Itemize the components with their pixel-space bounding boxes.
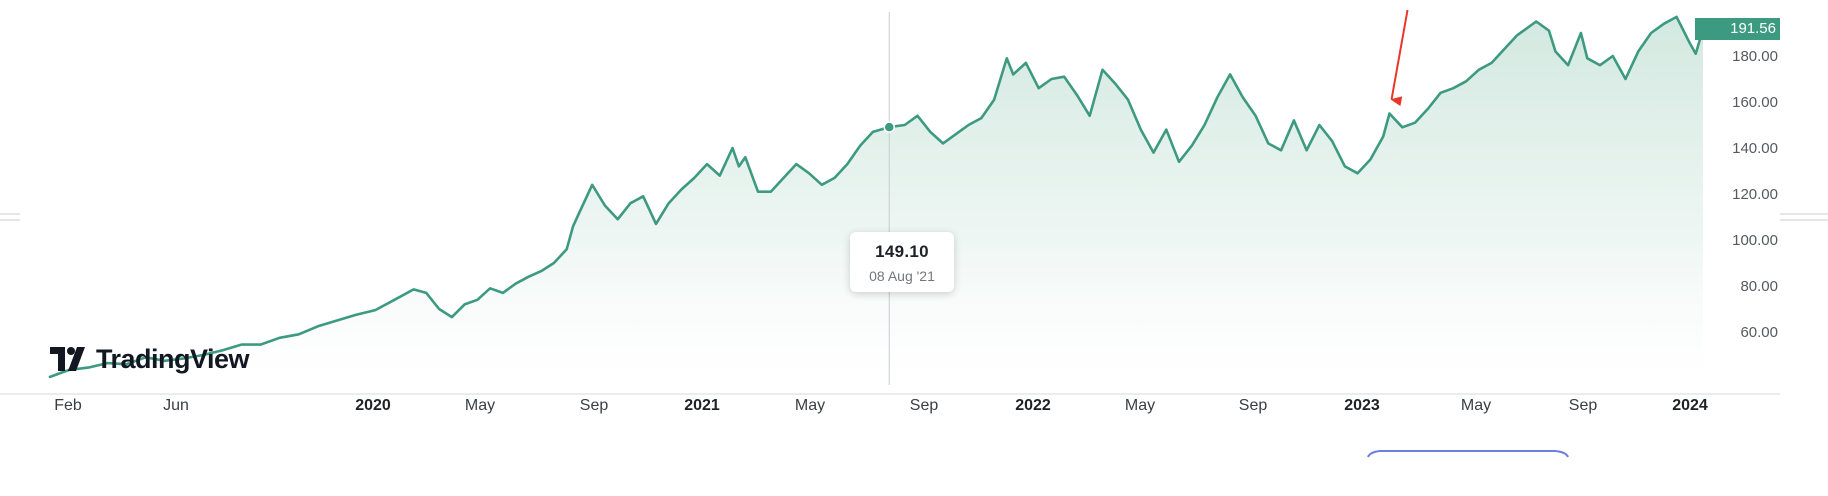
x-tick-label: May bbox=[465, 397, 495, 414]
annotation-arrow bbox=[1390, 9, 1409, 107]
last-price-badge: 191.56 bbox=[1695, 18, 1780, 40]
x-tick-label: 2020 bbox=[355, 397, 391, 414]
price-axis[interactable]: 60.00 80.00 100.00 120.00 140.00 160.00 180.00 bbox=[1732, 48, 1778, 341]
x-tick-label: Sep bbox=[910, 397, 939, 414]
x-tick-label: Feb bbox=[54, 397, 82, 414]
x-tick-label: 2021 bbox=[684, 397, 720, 414]
y-tick-label: 160.00 bbox=[1732, 94, 1778, 111]
x-tick-label: Sep bbox=[580, 397, 609, 414]
crosshair-tooltip: 149.10 08 Aug '21 bbox=[850, 232, 954, 292]
outer-frame-lines bbox=[0, 213, 1828, 458]
x-tick-label: 2022 bbox=[1015, 397, 1051, 414]
y-tick-label: 140.00 bbox=[1732, 140, 1778, 157]
x-tick-label: May bbox=[1125, 397, 1155, 414]
x-tick-label: May bbox=[795, 397, 825, 414]
y-tick-label: 100.00 bbox=[1732, 232, 1778, 249]
x-tick-label: Sep bbox=[1569, 397, 1598, 414]
price-line-series bbox=[48, 15, 1705, 379]
tradingview-logo-text: TradingView bbox=[96, 343, 250, 374]
tradingview-logo[interactable]: TradingView bbox=[50, 342, 250, 376]
x-tick-label: May bbox=[1461, 397, 1491, 414]
tooltip-value: 149.10 bbox=[875, 242, 929, 261]
x-tick-label: 2023 bbox=[1344, 397, 1380, 414]
x-tick-label: Sep bbox=[1239, 397, 1268, 414]
x-tick-label: Jun bbox=[163, 397, 189, 414]
time-axis[interactable]: Feb Jun 2020 May Sep 2021 May Sep 2022 May Sep 2023… bbox=[54, 397, 1708, 414]
x-tick-label: 2024 bbox=[1672, 397, 1708, 414]
tooltip-date: 08 Aug '21 bbox=[869, 268, 935, 284]
y-tick-label: 80.00 bbox=[1740, 278, 1778, 295]
crosshair-point bbox=[883, 121, 896, 133]
y-tick-label: 60.00 bbox=[1740, 324, 1778, 341]
tradingview-logo-icon bbox=[50, 347, 85, 371]
y-tick-label: 120.00 bbox=[1732, 186, 1778, 203]
price-area-fill bbox=[50, 16, 1703, 384]
y-tick-label: 180.00 bbox=[1732, 48, 1778, 65]
